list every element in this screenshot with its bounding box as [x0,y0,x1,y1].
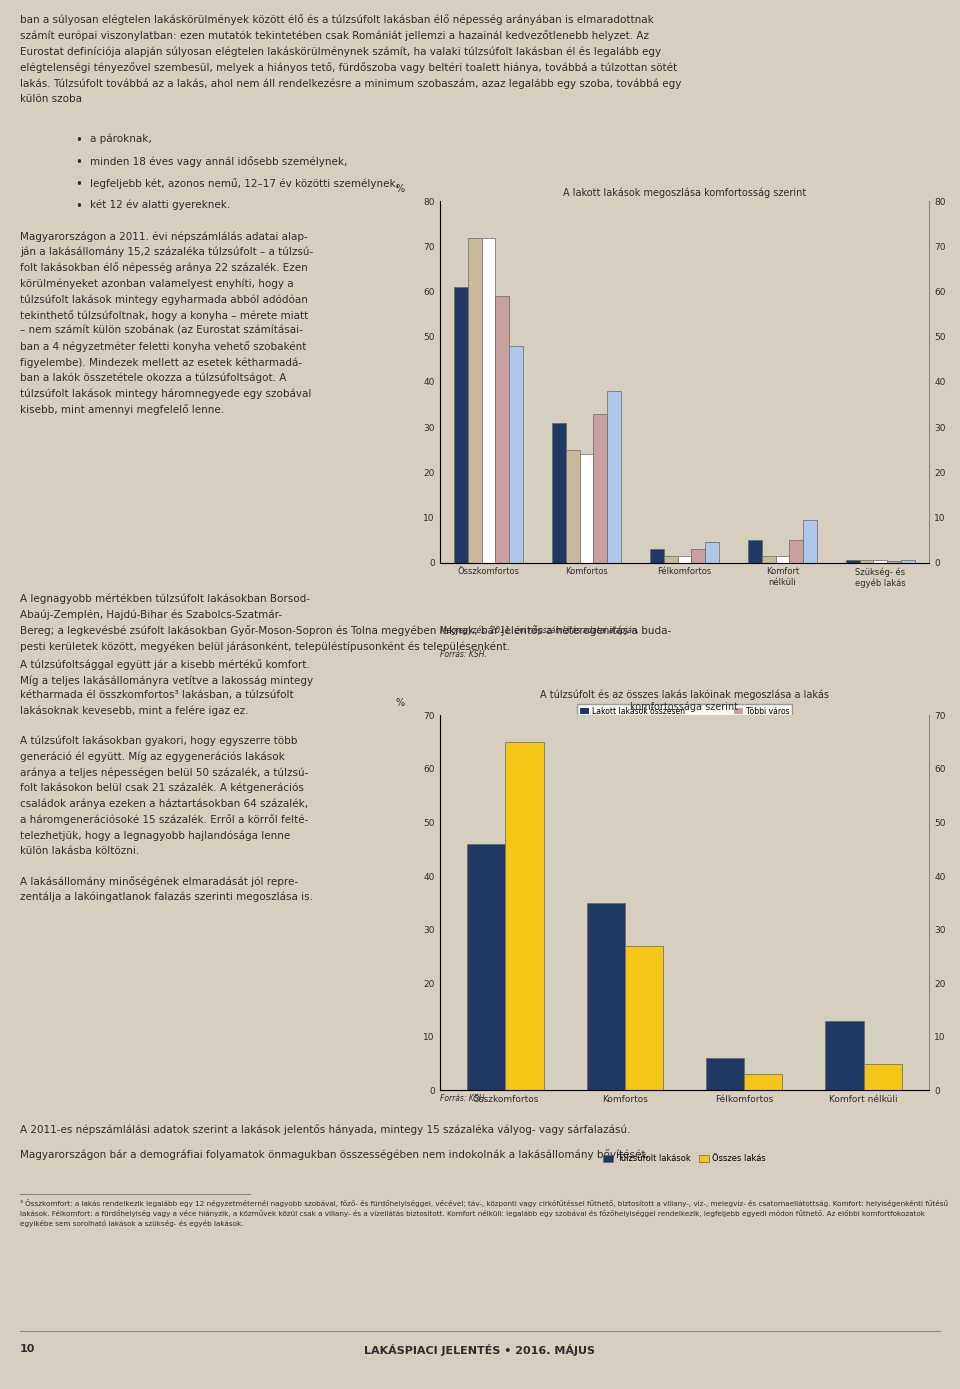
Text: legfeljebb két, azonos nemű, 12–17 év közötti személynek,: legfeljebb két, azonos nemű, 12–17 év kö… [90,178,399,189]
Bar [454,288,468,563]
Bar [625,946,663,1090]
Bar [691,549,705,563]
Text: %: % [396,697,405,708]
Bar [678,556,691,563]
Text: 10: 10 [20,1345,36,1354]
Bar [587,903,625,1090]
Bar [495,296,509,563]
Bar [846,560,860,563]
Text: •: • [75,178,82,192]
Bar [860,560,874,563]
Text: LAKÁSPIACI JELENTÉS • 2016. MÁJUS: LAKÁSPIACI JELENTÉS • 2016. MÁJUS [365,1345,595,1356]
Bar [789,540,803,563]
Bar [509,346,523,563]
Bar [650,549,664,563]
Text: A túlzsúfoltsággal együtt jár a kisebb mértékű komfort.
Míg a teljes lakásállomá: A túlzsúfoltsággal együtt jár a kisebb m… [20,658,313,903]
Text: •: • [75,200,82,213]
Bar [864,1064,901,1090]
Text: •: • [75,156,82,169]
Text: Forrás: KSH.: Forrás: KSH. [440,1095,487,1103]
Bar [607,392,621,563]
Bar [468,845,505,1090]
Bar [748,540,762,563]
Bar [482,238,495,563]
Bar [505,742,543,1090]
Bar [744,1074,782,1090]
Bar [826,1021,864,1090]
Bar [566,450,580,563]
Bar [776,556,789,563]
Title: A túlzsúfolt és az összes lakás lakóinak megoszlása a lakás
komfortossága szerin: A túlzsúfolt és az összes lakás lakóinak… [540,689,829,711]
Bar [706,1058,744,1090]
Bar [705,542,719,563]
Text: ban a súlyosan elégtelen lakáskörülmények között élő és a túlzsúfolt lakásban él: ban a súlyosan elégtelen lakáskörülménye… [20,14,682,104]
Text: Forrás: KSH.: Forrás: KSH. [440,650,487,658]
Text: két 12 év alatti gyereknek.: két 12 év alatti gyereknek. [90,200,230,211]
Bar [593,414,607,563]
Legend: Túlzsúfolt lakások, Összes lakás: Túlzsúfolt lakások, Összes lakás [600,1150,769,1167]
Bar [468,238,482,563]
Text: Magyarországon a 2011. évi népszámlálás adatai alap-
ján a lakásállomány 15,2 sz: Magyarországon a 2011. évi népszámlálás … [20,231,313,415]
Text: Magyarországon bár a demográfiai folyamatok önmagukban összességében nem indokol: Magyarországon bár a demográfiai folyama… [20,1149,649,1160]
Title: A lakott lakások megoszlása komfortosság szerint: A lakott lakások megoszlása komfortosság… [563,188,806,197]
Bar [580,454,593,563]
Bar [803,519,817,563]
Text: Megjegyzés: 2011. évi népszámlálás adatai alapján.: Megjegyzés: 2011. évi népszámlálás adata… [440,625,639,635]
Text: A legnagyobb mértékben túlzsúfolt lakásokban Borsod-
Abaúj-Zemplén, Hajdú-Bihar : A legnagyobb mértékben túlzsúfolt lakáso… [20,594,671,651]
Bar [900,560,915,563]
Bar [762,556,776,563]
Legend: Lakott lakások összesen, Budapest, Megyeszékhely, megyei jogú város, Többi város: Lakott lakások összesen, Budapest, Megye… [577,704,792,745]
Text: a pároknak,: a pároknak, [90,133,152,144]
Bar [874,560,887,563]
Text: minden 18 éves vagy annál idősebb személynek,: minden 18 éves vagy annál idősebb személ… [90,156,348,167]
Bar [664,556,678,563]
Bar [552,422,566,563]
Text: •: • [75,133,82,147]
Text: %: % [396,185,405,194]
Text: A 2011-es népszámlálási adatok szerint a lakások jelentős hányada, mintegy 15 sz: A 2011-es népszámlálási adatok szerint a… [20,1124,631,1135]
Text: ³ Összkomfort: a lakás rendelkezik legalább egy 12 négyzetméternél nagyobb szobá: ³ Összkomfort: a lakás rendelkezik legal… [20,1199,948,1226]
